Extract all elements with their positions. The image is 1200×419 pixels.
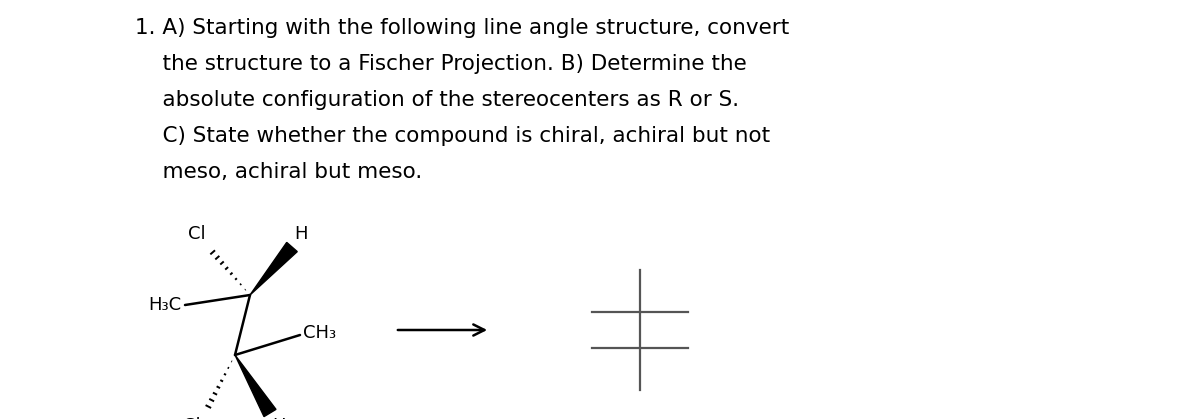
Text: C) State whether the compound is chiral, achiral but not: C) State whether the compound is chiral,… <box>134 126 770 146</box>
Text: the structure to a Fischer Projection. B) Determine the: the structure to a Fischer Projection. B… <box>134 54 746 74</box>
Text: H₃C: H₃C <box>148 296 181 314</box>
Text: H: H <box>272 417 286 419</box>
Text: CH₃: CH₃ <box>302 324 336 342</box>
Text: Cl: Cl <box>188 225 206 243</box>
Polygon shape <box>235 355 276 416</box>
Text: Cl: Cl <box>184 417 202 419</box>
Text: 1. A) Starting with the following line angle structure, convert: 1. A) Starting with the following line a… <box>134 18 790 38</box>
Text: H: H <box>294 225 307 243</box>
Text: meso, achiral but meso.: meso, achiral but meso. <box>134 162 422 182</box>
Polygon shape <box>250 242 298 295</box>
Text: absolute configuration of the stereocenters as R or S.: absolute configuration of the stereocent… <box>134 90 739 110</box>
